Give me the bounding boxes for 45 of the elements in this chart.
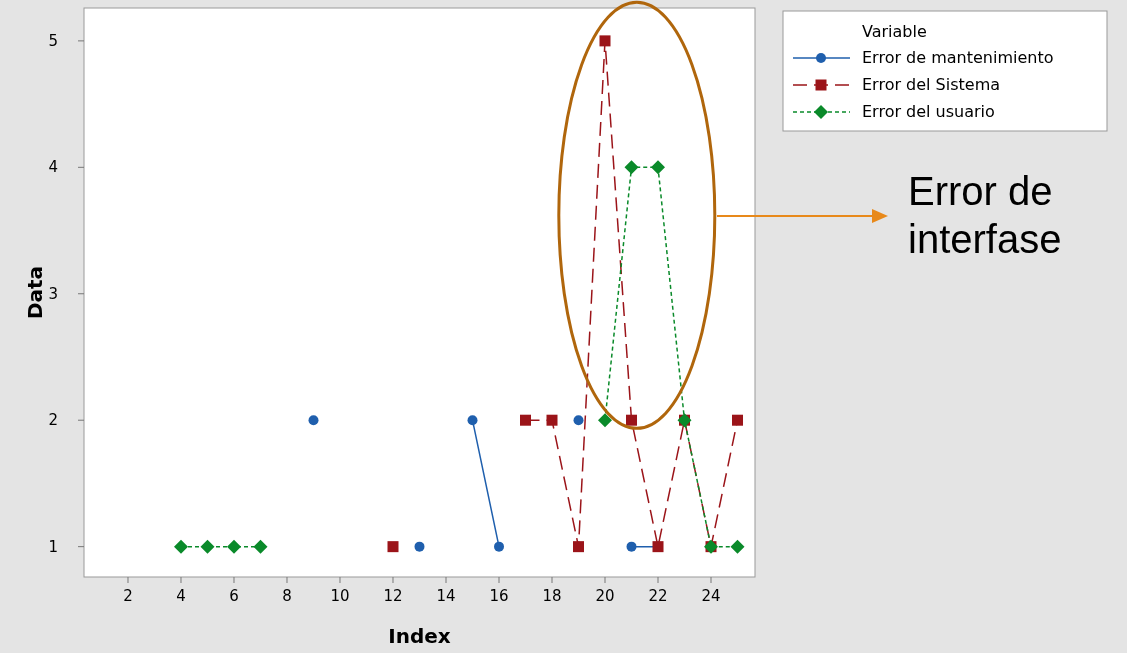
x-tick-label: 20: [595, 587, 615, 605]
y-tick-label: 2: [48, 411, 58, 430]
y-tick-label: 3: [48, 284, 58, 303]
y-axis-title: Data: [23, 265, 47, 320]
point: [624, 160, 639, 175]
point: [598, 413, 613, 428]
legend-label: Error del usuario: [862, 102, 995, 121]
x-axis-title: Index: [388, 624, 451, 648]
legend-label: Error de mantenimiento: [862, 48, 1054, 67]
point: [387, 541, 399, 553]
legend-title: Variable: [862, 22, 927, 41]
point: [200, 539, 215, 554]
x-tick-label: 6: [229, 587, 239, 605]
text: Error de interfase: [908, 169, 1062, 261]
point: [414, 541, 425, 552]
y-tick-label: 1: [48, 537, 58, 556]
point: [308, 415, 319, 426]
point: [599, 35, 611, 47]
y-tick-label: 4: [48, 158, 58, 177]
x-tick-label: 16: [489, 587, 509, 605]
legend-label: Error del Sistema: [862, 75, 1001, 94]
point: [626, 414, 638, 426]
point: [520, 414, 531, 426]
x-tick-label: 14: [436, 587, 456, 605]
point: [226, 539, 241, 554]
x-tick-label: 4: [176, 587, 186, 605]
x-tick-label: 2: [123, 587, 133, 605]
point: [626, 541, 637, 552]
point: [732, 414, 744, 426]
point: [494, 541, 504, 552]
x-tick-label: 12: [383, 587, 403, 605]
point: [573, 541, 585, 553]
x-tick-label: 10: [330, 587, 350, 605]
y-tick-label: 5: [48, 31, 58, 50]
point: [651, 160, 666, 175]
x-tick-label: 22: [648, 587, 668, 605]
point: [467, 415, 478, 426]
x-tick-label: 18: [542, 587, 562, 605]
point: [253, 539, 268, 554]
point: [173, 539, 188, 554]
point: [573, 415, 584, 426]
x-tick-label: 24: [701, 587, 721, 605]
point: [546, 414, 558, 426]
point: [730, 539, 745, 554]
x-tick-label: 8: [282, 587, 292, 605]
